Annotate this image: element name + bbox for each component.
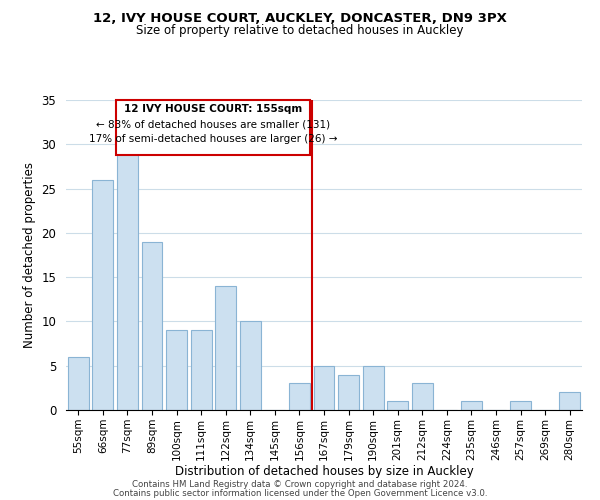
Text: Contains HM Land Registry data © Crown copyright and database right 2024.: Contains HM Land Registry data © Crown c… — [132, 480, 468, 489]
Text: ← 83% of detached houses are smaller (131): ← 83% of detached houses are smaller (13… — [97, 120, 331, 130]
Bar — [166, 330, 187, 410]
Y-axis label: Number of detached properties: Number of detached properties — [23, 162, 36, 348]
Text: 12 IVY HOUSE COURT: 155sqm: 12 IVY HOUSE COURT: 155sqm — [124, 104, 302, 115]
FancyBboxPatch shape — [116, 100, 310, 155]
Bar — [461, 401, 482, 410]
Text: Size of property relative to detached houses in Auckley: Size of property relative to detached ho… — [136, 24, 464, 37]
Bar — [142, 242, 163, 410]
X-axis label: Distribution of detached houses by size in Auckley: Distribution of detached houses by size … — [175, 466, 473, 478]
Bar — [362, 366, 383, 410]
Bar — [191, 330, 212, 410]
Bar — [289, 384, 310, 410]
Bar — [559, 392, 580, 410]
Bar — [117, 153, 138, 410]
Bar — [387, 401, 408, 410]
Text: 12, IVY HOUSE COURT, AUCKLEY, DONCASTER, DN9 3PX: 12, IVY HOUSE COURT, AUCKLEY, DONCASTER,… — [93, 12, 507, 26]
Text: Contains public sector information licensed under the Open Government Licence v3: Contains public sector information licen… — [113, 489, 487, 498]
Bar — [412, 384, 433, 410]
Bar — [215, 286, 236, 410]
Bar — [240, 322, 261, 410]
Bar — [68, 357, 89, 410]
Bar — [510, 401, 531, 410]
Bar — [338, 374, 359, 410]
Bar — [92, 180, 113, 410]
Bar — [314, 366, 334, 410]
Text: 17% of semi-detached houses are larger (26) →: 17% of semi-detached houses are larger (… — [89, 134, 338, 143]
